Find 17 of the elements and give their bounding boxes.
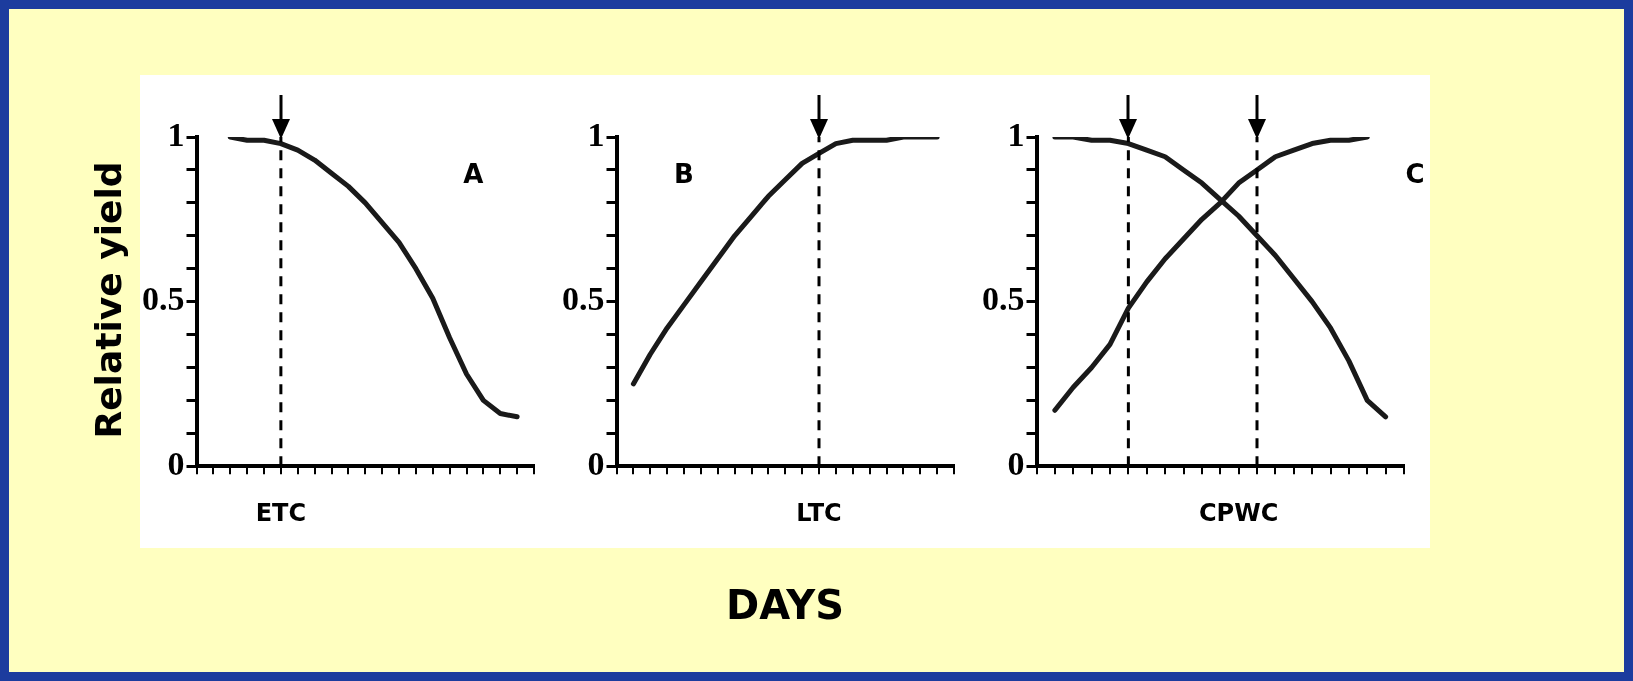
y-tick-label: 1 (1007, 115, 1025, 153)
y-tick-label: 0 (1007, 444, 1025, 482)
y-tick-label: 0.5 (142, 280, 185, 318)
y-tick-label: 0.5 (982, 280, 1025, 318)
x-tick-label: ETC (255, 498, 307, 527)
y-tick-label: 0 (167, 444, 185, 482)
y-tick-label: 1 (587, 115, 605, 153)
y-tick-label: 1 (167, 115, 185, 153)
y-tick-label: 0 (587, 444, 605, 482)
annotation: A (463, 159, 484, 190)
x-axis-title: DAYS (725, 582, 845, 628)
y-axis-title: Relative yield (87, 161, 129, 439)
x-tick-label: LTC (796, 498, 842, 527)
text: C (1405, 159, 1425, 190)
annotation: B (674, 159, 694, 190)
x-tick-label: CPWC (1198, 498, 1279, 527)
y-tick-label: 0.5 (562, 280, 605, 318)
